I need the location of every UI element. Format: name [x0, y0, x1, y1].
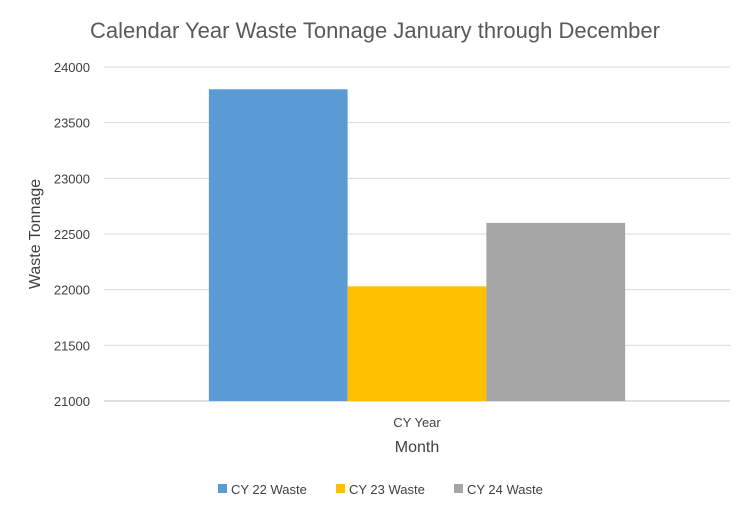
- legend-swatch: [454, 484, 463, 493]
- legend-label: CY 22 Waste: [231, 482, 307, 497]
- bar: [347, 286, 487, 401]
- chart-title: Calendar Year Waste Tonnage January thro…: [90, 18, 660, 43]
- x-tick-label: CY Year: [393, 415, 441, 430]
- y-tick-label: 22500: [54, 227, 90, 242]
- y-tick-label: 21000: [54, 394, 90, 409]
- y-tick-label: 23500: [54, 116, 90, 131]
- legend-label: CY 24 Waste: [467, 482, 543, 497]
- bar: [208, 89, 348, 402]
- y-axis-ticks: 21000 21500 22000 22500 23000 23500 24000: [54, 60, 90, 409]
- x-axis-title: Month: [395, 439, 439, 456]
- legend-label: CY 23 Waste: [349, 482, 425, 497]
- bars: [208, 89, 626, 402]
- y-tick-label: 23000: [54, 171, 90, 186]
- y-tick-label: 24000: [54, 60, 90, 75]
- legend-swatch: [218, 484, 227, 493]
- y-axis-title: Waste Tonnage: [27, 179, 44, 289]
- legend: CY 22 Waste CY 23 Waste CY 24 Waste: [218, 482, 543, 497]
- legend-swatch: [336, 484, 345, 493]
- y-tick-label: 22000: [54, 283, 90, 298]
- y-tick-label: 21500: [54, 338, 90, 353]
- x-axis-ticks: CY Year: [393, 415, 441, 430]
- bar: [486, 222, 626, 401]
